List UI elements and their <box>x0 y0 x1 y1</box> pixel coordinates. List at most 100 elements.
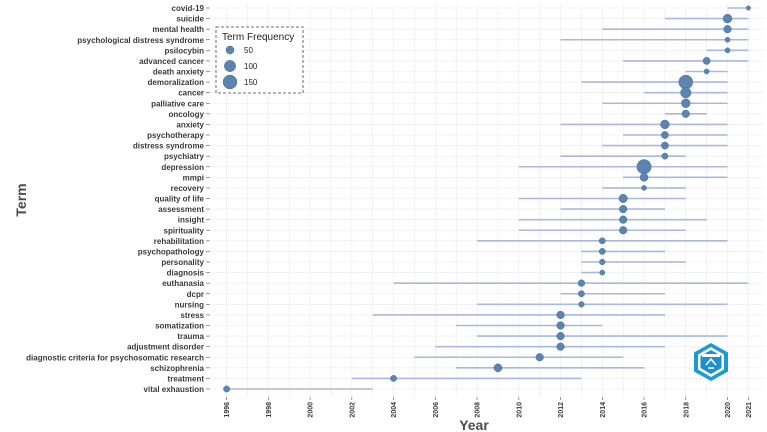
term-point <box>535 353 544 362</box>
logo-band <box>702 354 720 357</box>
legend-title: Term Frequency <box>222 32 294 43</box>
term-label: psychiatry <box>164 152 205 161</box>
term-point <box>619 205 628 214</box>
term-label: assessment <box>158 205 204 214</box>
term-point <box>702 57 711 65</box>
term-point <box>661 152 669 160</box>
term-label: diagnosis <box>167 269 205 278</box>
year-tick-label: 2004 <box>391 402 398 418</box>
term-label: vital exhaustion <box>144 385 205 394</box>
term-label: euthanasia <box>162 279 204 288</box>
logo <box>694 343 728 381</box>
term-label: psychotherapy <box>147 131 204 140</box>
term-point <box>578 290 585 298</box>
term-point <box>680 87 692 99</box>
term-point <box>618 194 628 203</box>
term-point <box>556 310 565 319</box>
term-point <box>660 119 670 130</box>
year-tick-label: 2006 <box>433 402 440 418</box>
term-label: advanced cancer <box>139 57 204 66</box>
legend-size-label: 100 <box>244 62 258 71</box>
term-label: nursing <box>175 300 204 309</box>
term-point <box>724 47 731 54</box>
year-tick-label: 2012 <box>558 402 565 418</box>
term-point <box>578 301 585 308</box>
term-label: demoralization <box>148 78 205 87</box>
term-point <box>493 363 503 373</box>
year-tick-label: 2002 <box>349 402 356 418</box>
term-label: anxiety <box>176 120 204 129</box>
term-point <box>556 332 565 341</box>
term-label: psychopathology <box>138 247 205 256</box>
term-point <box>722 13 733 24</box>
term-points <box>223 5 751 393</box>
term-label: covid-19 <box>172 4 205 13</box>
year-tick-label: 2000 <box>308 402 315 418</box>
term-label: depression <box>161 163 204 172</box>
legend-size-label: 150 <box>244 78 258 87</box>
year-tick-label: 2010 <box>516 402 523 418</box>
term-label: diagnostic criteria for psychosomatic re… <box>26 353 204 362</box>
year-tick-label: 2021 <box>746 402 753 418</box>
term-point <box>703 68 710 75</box>
term-point <box>577 279 586 287</box>
term-point <box>681 109 690 118</box>
term-label: quality of life <box>155 195 205 204</box>
term-point <box>556 321 565 330</box>
term-label: treatment <box>168 374 205 383</box>
term-ranges <box>226 7 749 390</box>
year-tick-label: 2014 <box>600 402 607 418</box>
term-point <box>598 248 606 255</box>
term-point <box>724 36 731 43</box>
term-point <box>661 141 669 150</box>
term-label: spirituality <box>164 226 205 235</box>
term-label: palliative care <box>151 99 204 108</box>
term-label: rehabilitation <box>154 237 204 246</box>
term-point <box>678 74 694 90</box>
term-point <box>599 258 606 266</box>
legend-size-marker <box>222 74 238 90</box>
year-tick-label: 2008 <box>475 402 482 418</box>
term-label: stress <box>180 311 204 320</box>
y-axis-title: Term <box>13 183 29 216</box>
term-point <box>636 159 652 175</box>
term-label: oncology <box>168 110 204 119</box>
legend-size-marker <box>224 60 236 72</box>
term-label: recovery <box>171 184 205 193</box>
term-point <box>639 173 649 182</box>
term-label: psychological distress syndrome <box>77 36 204 45</box>
term-label: suicide <box>176 15 204 24</box>
term-point <box>390 375 397 382</box>
term-point <box>223 385 230 393</box>
year-tick-label: 2020 <box>725 402 732 418</box>
term-label: mental health <box>152 25 204 34</box>
logo-mark <box>705 357 717 369</box>
term-point <box>599 269 606 276</box>
term-label: trauma <box>177 332 204 341</box>
term-label: distress syndrome <box>133 142 205 151</box>
year-tick-label: 2016 <box>642 402 649 418</box>
term-label: schizophrenia <box>150 364 204 373</box>
legend: Term Frequency 50 100 150 <box>215 26 304 94</box>
term-point <box>619 226 628 235</box>
year-tick-label: 1996 <box>224 402 231 418</box>
term-point <box>661 131 669 139</box>
x-axis-title: Year <box>459 417 489 432</box>
legend-size-marker <box>225 45 235 55</box>
term-label: insight <box>178 216 205 225</box>
year-tick-labels: 1996 1998 2000 2002 2004 2006 2008 2010 2012 2014… <box>224 397 753 418</box>
term-label: adjustment disorder <box>127 343 204 352</box>
term-label: death anxiety <box>153 68 205 77</box>
year-tick-label: 2018 <box>683 402 690 418</box>
term-label: dcpr <box>187 290 204 299</box>
term-point <box>556 342 565 351</box>
term-label: mmpi <box>183 173 204 182</box>
term-label: somatization <box>155 322 204 331</box>
term-point <box>723 25 732 34</box>
year-tick-label: 1998 <box>266 402 273 418</box>
plot-panel <box>212 4 763 397</box>
term-label: psilocybin <box>164 46 204 55</box>
term-point <box>619 215 628 224</box>
term-point <box>681 98 691 108</box>
